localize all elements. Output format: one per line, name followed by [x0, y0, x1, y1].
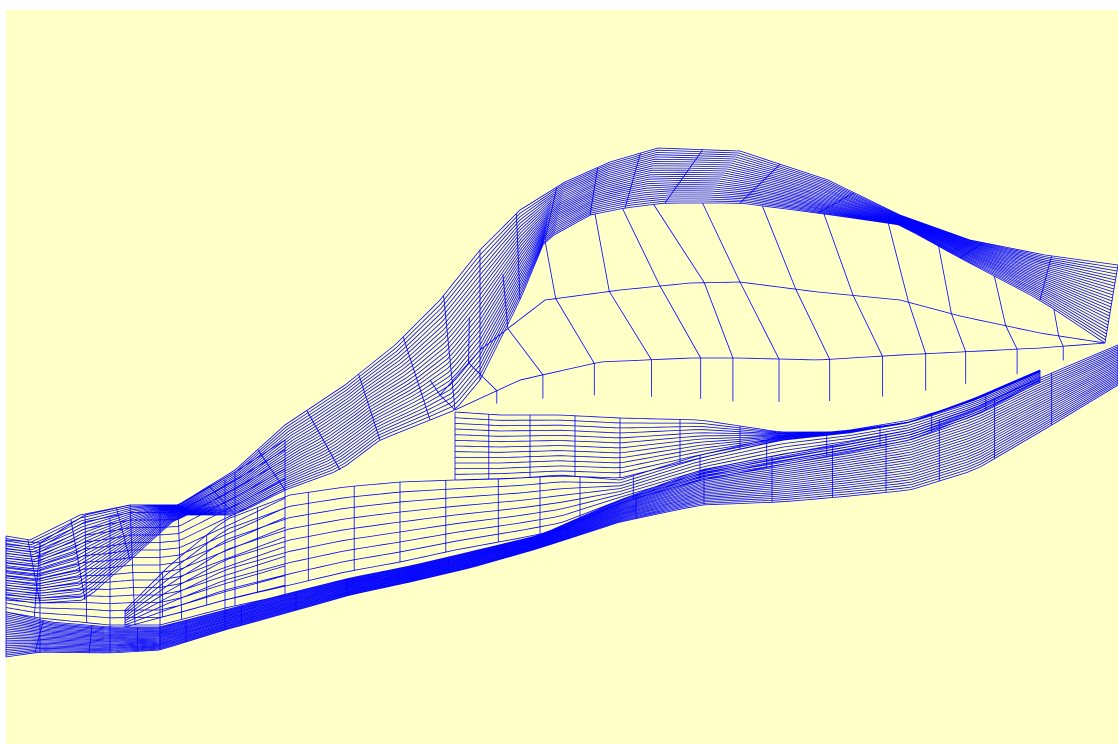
bulge-cross-line: [468, 317, 498, 404]
upper-bank-cross-line: [1039, 255, 1052, 301]
mesh-grid: [5, 147, 1118, 658]
upper-bank-cross-line: [664, 149, 704, 204]
bulge-cross-line: [938, 246, 967, 384]
upper-bank-cross-line: [306, 410, 341, 471]
lower-channel-cross-line: [794, 431, 798, 439]
upper-bank-cross-line: [817, 192, 855, 214]
upper-bank-cross-line: [899, 221, 920, 226]
lower-bank-cross-line: [34, 620, 44, 653]
left-fan-cross-line: [84, 514, 88, 623]
upper-bank-cross-line: [516, 213, 521, 301]
bulge-cross-line: [502, 274, 544, 399]
upper-bank-cross-line: [739, 163, 781, 204]
upper-bank-cross-line: [624, 152, 641, 209]
upper-bank-cross-line: [160, 504, 181, 516]
upper-bank-cross-line: [27, 539, 41, 604]
bulge-cross-line: [653, 204, 734, 402]
upper-bank-cross-line: [443, 295, 456, 411]
bulge-cross-line: [622, 208, 702, 399]
upper-bank-cross-line: [1104, 264, 1118, 344]
upper-bank-cross-line: [208, 485, 236, 516]
bulge-cross-line: [823, 213, 883, 397]
bulge-cross-line: [702, 202, 780, 402]
upper-bank-cross-line: [589, 167, 599, 216]
upper-bank-cross-line: [116, 507, 131, 561]
upper-bank-cross-line: [70, 519, 86, 601]
lower-bank-cross-line: [88, 625, 93, 653]
bulge-cross-line: [544, 240, 595, 396]
upper-bank-cross-line: [358, 373, 381, 441]
bulge-cross-line: [993, 275, 1018, 375]
bulge-cross-line: [594, 213, 652, 397]
bulge-cross-line: [429, 379, 456, 411]
left-fan-cross-line: [177, 504, 183, 620]
upper-bank-cross-line: [257, 449, 286, 491]
left-fan-cross-line: [33, 542, 41, 618]
bulge-cross-line: [887, 223, 927, 391]
bulge-cross-line: [1053, 309, 1064, 361]
left-fan-cross-line: [129, 504, 136, 626]
upper-bank-cross-line: [544, 187, 558, 241]
upper-bank-cross-line: [402, 336, 431, 421]
bulge-cross-line: [761, 205, 831, 401]
upper-bank-cross-line: [959, 242, 984, 259]
